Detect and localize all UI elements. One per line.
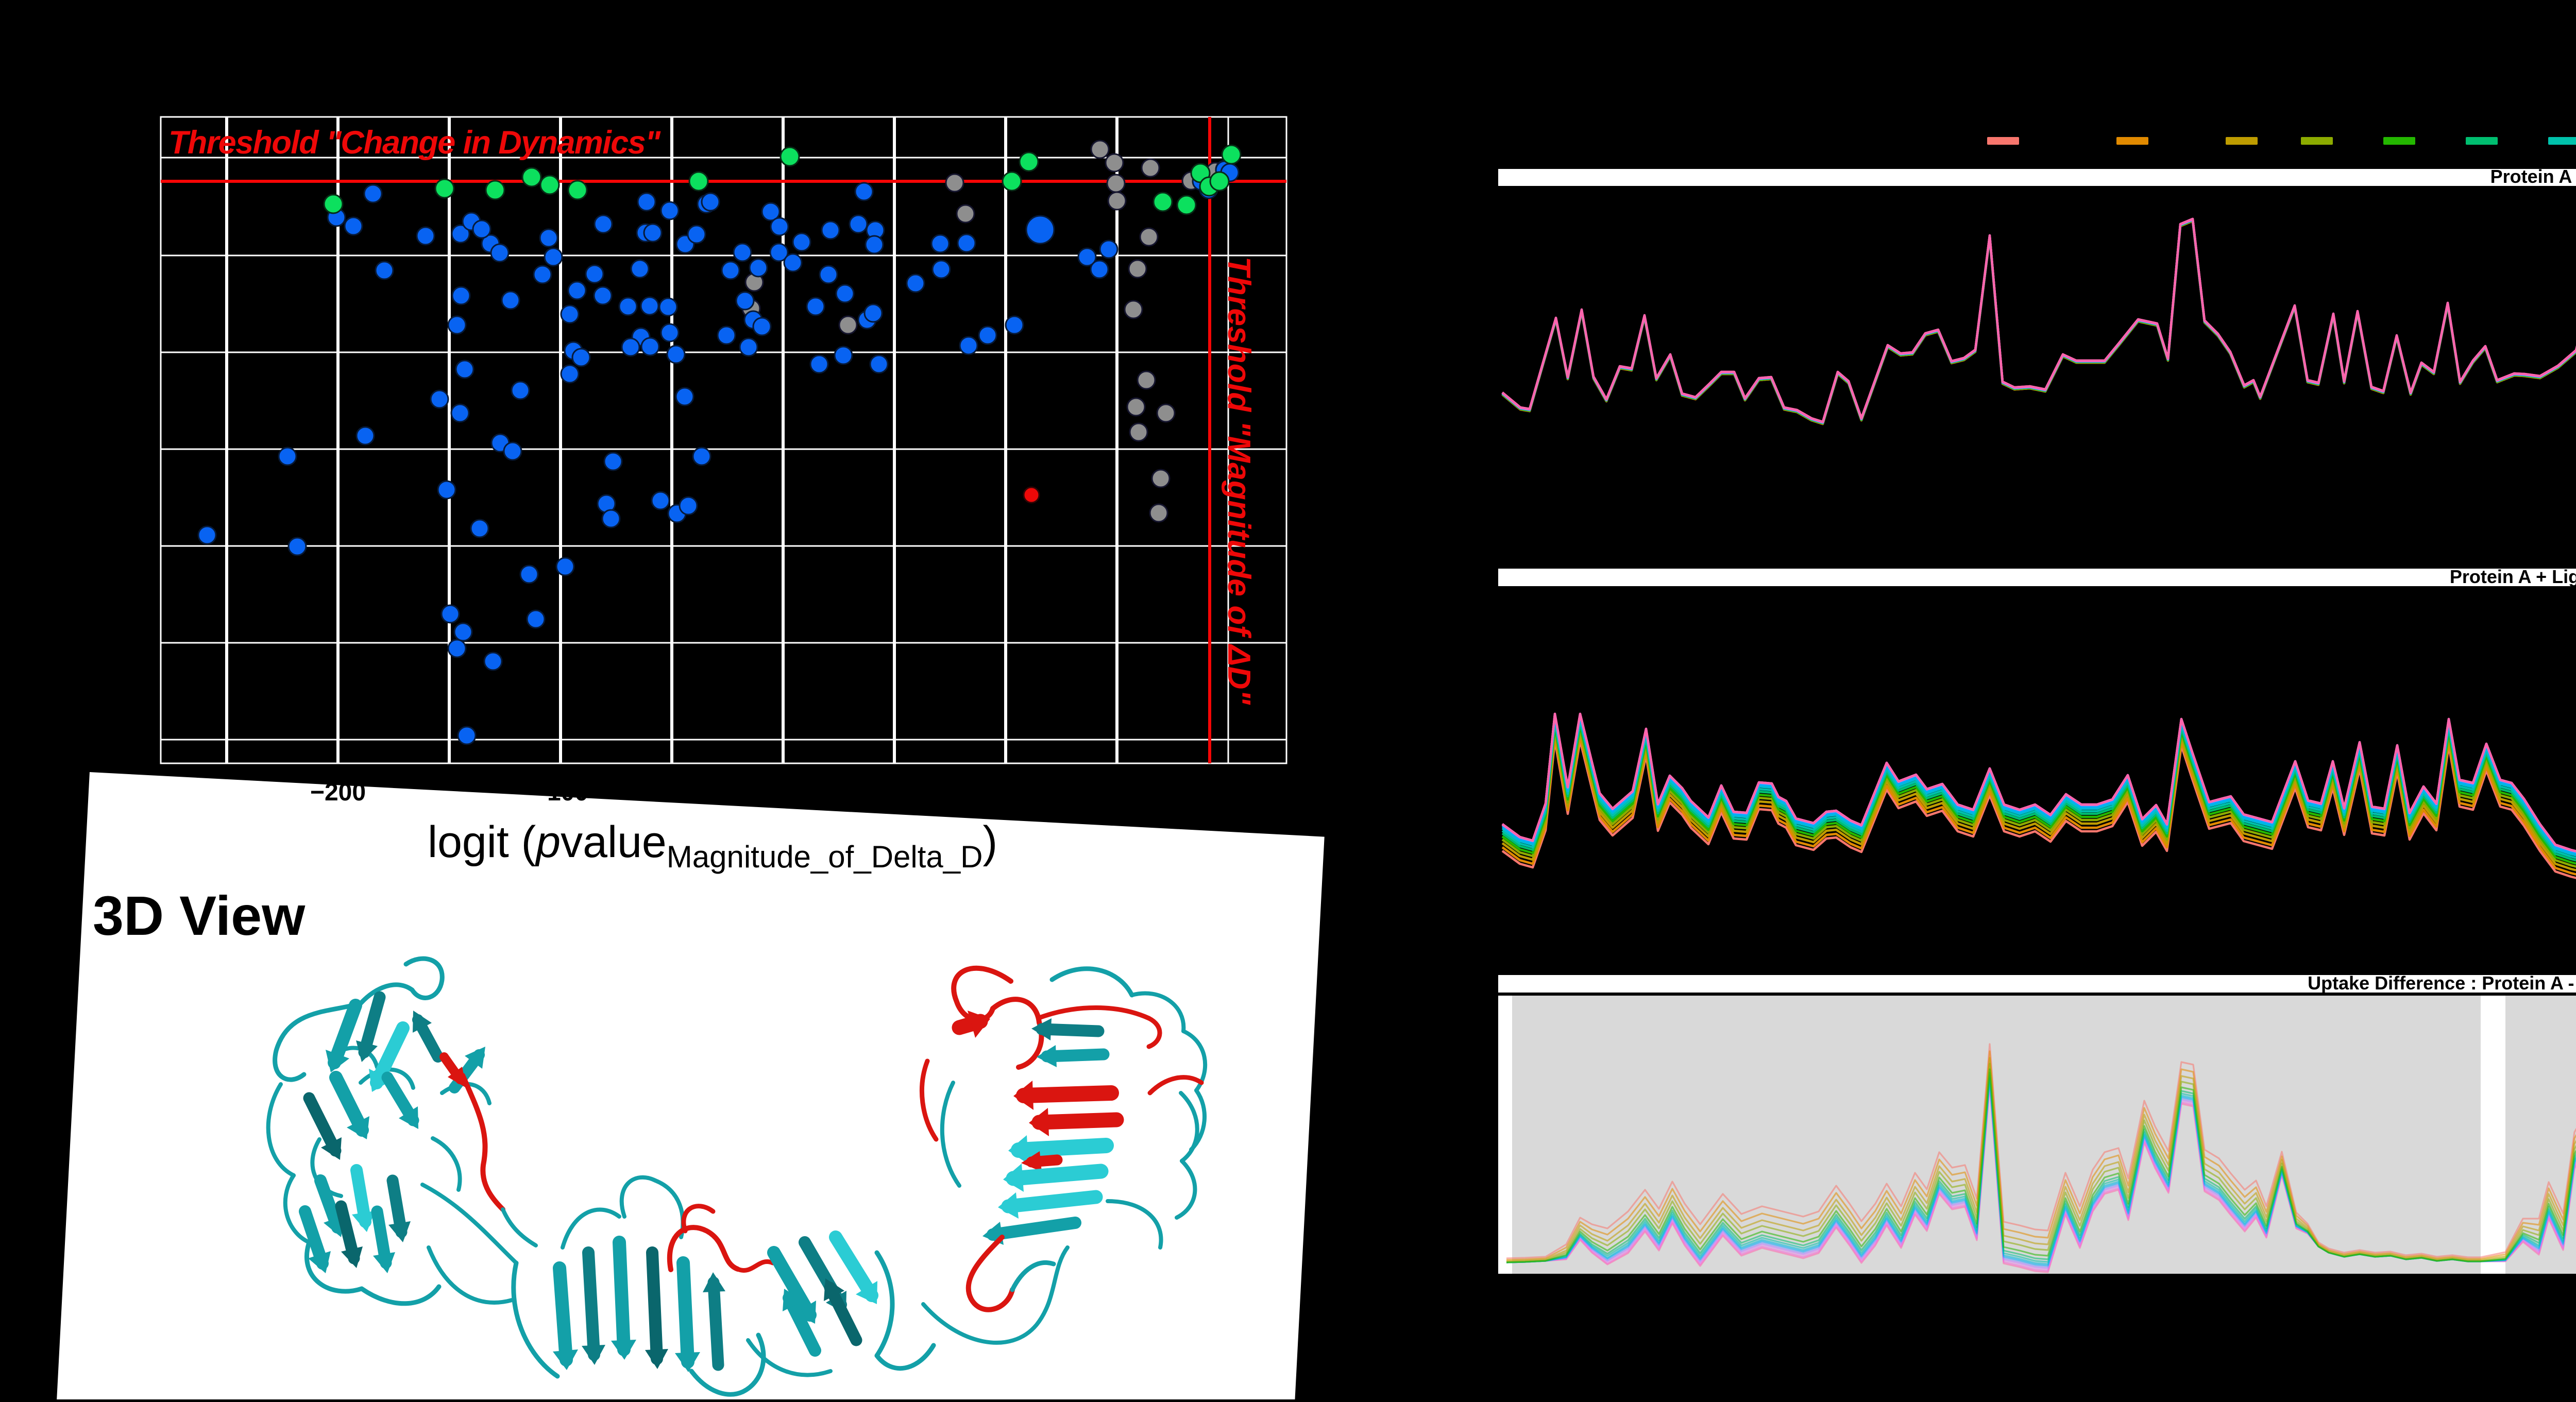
svg-text:Threshold "Change in Dynamics": Threshold "Change in Dynamics" xyxy=(168,125,661,161)
svg-text:−200: −200 xyxy=(310,779,366,806)
svg-text:3D View: 3D View xyxy=(93,884,306,947)
svg-text:Uptake Difference : Protein A: Uptake Difference : Protein A - (Protein… xyxy=(2308,972,2576,994)
svg-text:Threshold "Magnitude of ΔD": Threshold "Magnitude of ΔD" xyxy=(1221,257,1257,706)
svg-text:Protein A + Ligand: Protein A + Ligand xyxy=(2450,566,2576,587)
svg-text:Protein A: Protein A xyxy=(2490,166,2572,187)
svg-text:0: 0 xyxy=(776,779,790,806)
svg-text:−100: −100 xyxy=(533,779,588,806)
